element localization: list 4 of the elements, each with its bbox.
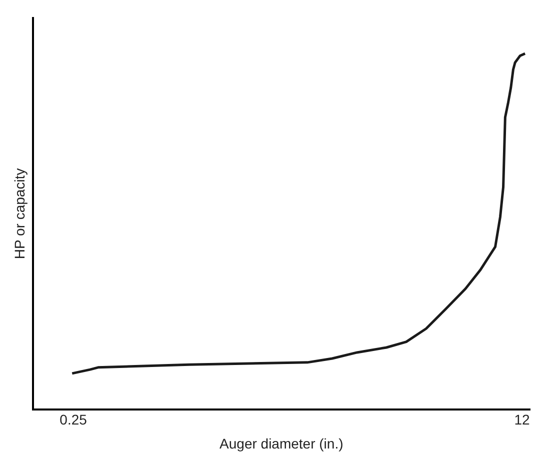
x-tick-label: 0.25: [60, 412, 88, 428]
x-axis-title: Auger diameter (in.): [220, 435, 344, 452]
y-axis-title: HP or capacity: [11, 168, 28, 260]
x-tick-label: 12: [514, 412, 530, 428]
